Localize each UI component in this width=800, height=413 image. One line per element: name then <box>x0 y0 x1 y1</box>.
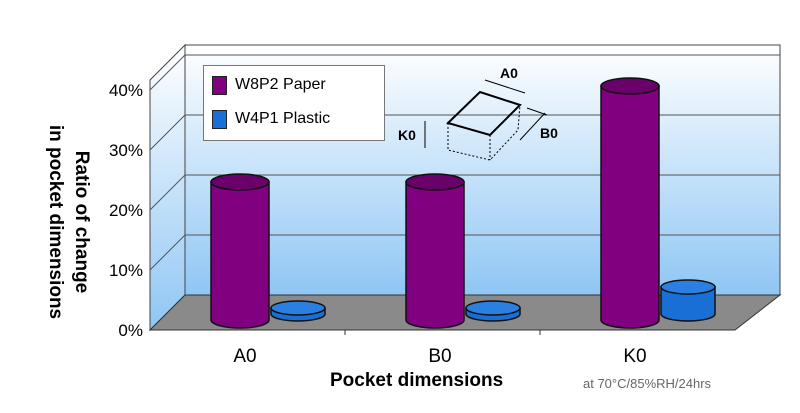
pocket-diagram <box>424 79 548 161</box>
y-tick-label: 30% <box>109 141 143 160</box>
gridline-side <box>149 54 186 91</box>
bar-plastic-A0 <box>270 300 326 322</box>
bar-paper-K0 <box>600 77 660 329</box>
legend-label: W4P1 Plastic <box>235 110 331 127</box>
x-axis-title: Pocket dimensions <box>330 370 504 391</box>
conditions-note: at 70°C/85%RH/24hrs <box>583 376 712 391</box>
y-tick-label: 40% <box>109 81 143 100</box>
x-tick-label: B0 <box>428 346 451 367</box>
bar-paper-A0 <box>210 173 270 329</box>
x-tick-label: K0 <box>623 346 646 367</box>
y-tick-label: 20% <box>109 201 143 220</box>
inset-label-b0: B0 <box>540 125 558 141</box>
bar-plastic-K0 <box>660 279 716 322</box>
legend-swatch <box>212 109 227 129</box>
legend-swatch <box>212 75 227 95</box>
gridline-side <box>149 234 186 271</box>
y-tick-label: 0% <box>118 321 143 340</box>
bar-plastic-B0 <box>465 300 521 322</box>
inset-label-a0: A0 <box>500 65 518 81</box>
legend: W8P2 Paper W4P1 Plastic <box>203 65 385 141</box>
legend-label: W8P2 Paper <box>235 76 326 93</box>
gridline-side <box>149 174 186 211</box>
y-tick-label: 10% <box>109 261 143 280</box>
inset-label-k0: K0 <box>398 127 416 143</box>
x-tick-label: A0 <box>233 346 256 367</box>
legend-item-paper: W8P2 Paper <box>212 70 384 100</box>
bar-paper-B0 <box>405 173 465 329</box>
legend-item-plastic: W4P1 Plastic <box>212 104 384 134</box>
side-wall <box>149 43 186 332</box>
gridline-side <box>149 114 186 151</box>
y-axis-title: Ratio of change in pocket dimensions <box>45 124 92 320</box>
